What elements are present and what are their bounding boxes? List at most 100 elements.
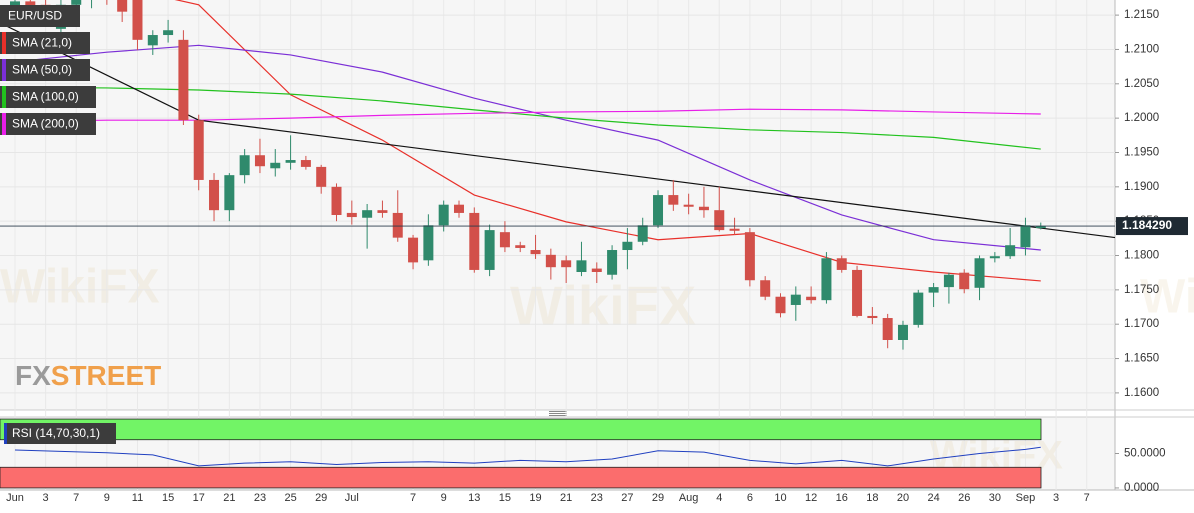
candle-body <box>132 0 143 40</box>
logo-right: STREET <box>51 360 161 391</box>
watermark: WikiFX <box>0 261 160 314</box>
candle-body <box>362 210 373 218</box>
candle-body <box>377 210 388 213</box>
x-tick-label: 3 <box>1053 492 1059 504</box>
x-tick-label: 29 <box>652 492 664 504</box>
candle-body <box>25 1 36 9</box>
candle-body <box>607 250 618 275</box>
candle-body <box>913 292 924 325</box>
x-tick-label: 7 <box>1084 492 1090 504</box>
candle-body <box>668 195 679 205</box>
legend-box <box>4 423 116 444</box>
candle-body <box>683 204 694 207</box>
x-tick-label: 11 <box>132 492 143 504</box>
candle-body <box>300 160 311 167</box>
x-tick-label: Sep <box>1016 492 1036 504</box>
x-tick-label: 27 <box>621 492 633 504</box>
candle-body <box>316 166 327 187</box>
candle-body <box>576 260 587 272</box>
plot <box>0 0 1116 489</box>
x-tick-label: 21 <box>223 492 235 504</box>
y-tick-label: 1.1750 <box>1124 284 1159 296</box>
candle-body <box>270 162 281 169</box>
legend-label: SMA (21,0) <box>12 36 72 50</box>
x-tick-label: Aug <box>679 492 699 504</box>
candle-body <box>806 296 817 301</box>
y-tick-label: 1.1650 <box>1124 353 1159 365</box>
candle-body <box>561 260 572 268</box>
candle-body <box>867 315 878 319</box>
legend-title: EUR/USD <box>8 9 62 23</box>
x-tick-label: 6 <box>747 492 753 504</box>
candle-body <box>1020 225 1031 248</box>
legend-box <box>0 113 96 135</box>
y-tick-label: 1.1900 <box>1124 181 1159 193</box>
x-tick-label: 18 <box>866 492 878 504</box>
candle-body <box>71 0 82 5</box>
x-tick-label: 29 <box>315 492 327 504</box>
y-tick-label: 50.0000 <box>1124 448 1166 460</box>
candle-body <box>974 258 985 288</box>
candle-body <box>744 232 755 281</box>
candle-body <box>193 120 204 180</box>
y-tick-label: 1.1600 <box>1124 387 1159 399</box>
trend-line-extension <box>1040 227 1116 239</box>
legend-swatch <box>2 32 6 54</box>
candle-body <box>484 230 495 270</box>
candle-body <box>346 212 357 218</box>
candle-body <box>1035 225 1046 229</box>
candle-body <box>285 160 296 163</box>
candle-body <box>224 175 235 211</box>
rsi-line <box>14 446 1041 467</box>
candle-body <box>959 272 970 290</box>
main-pane <box>0 0 1115 410</box>
x-tick-label: 3 <box>43 492 49 504</box>
candle-body <box>882 318 893 340</box>
legend-label: SMA (200,0) <box>12 117 79 131</box>
legend-label: SMA (50,0) <box>12 63 72 77</box>
y-tick-label: 1.2000 <box>1124 112 1159 124</box>
last-price-label: 1.184290 <box>1122 218 1172 232</box>
candle-body <box>591 268 602 272</box>
candle-body <box>775 296 786 314</box>
candle-body <box>515 245 526 248</box>
y-tick-label: 1.2150 <box>1124 9 1159 21</box>
candle-body <box>637 225 648 242</box>
candle-body <box>897 324 908 340</box>
candle-body <box>438 204 449 226</box>
rsi-band <box>0 466 1042 489</box>
rsi-band <box>0 418 1042 441</box>
last-price-box <box>1116 217 1188 236</box>
legend-box <box>0 86 96 108</box>
x-tick-label: 24 <box>927 492 939 504</box>
candle-body <box>453 204 464 213</box>
candle-body <box>423 225 434 261</box>
x-tick-label: 12 <box>805 492 817 504</box>
candle-body <box>147 35 158 46</box>
x-tick-label: 15 <box>499 492 511 504</box>
candle-body <box>117 0 128 12</box>
x-tick-label: 15 <box>162 492 174 504</box>
y-tick-label: 1.1800 <box>1124 250 1159 262</box>
candle-body <box>989 256 1000 259</box>
x-tick-label: 23 <box>254 492 266 504</box>
x-tick-label: 9 <box>441 492 447 504</box>
x-tick-label: 26 <box>958 492 970 504</box>
legend-swatch <box>2 59 6 81</box>
x-tick-label: 16 <box>836 492 848 504</box>
candle-body <box>698 206 709 211</box>
x-tick-label: 19 <box>529 492 541 504</box>
candle-body <box>178 39 189 121</box>
candle-body <box>760 280 771 297</box>
legend-box <box>0 5 80 27</box>
divider-handle[interactable] <box>549 411 567 416</box>
x-tick-label: 20 <box>897 492 909 504</box>
legend-swatch <box>4 423 7 444</box>
candle-body <box>729 228 740 231</box>
candle-body <box>714 210 725 231</box>
candle-body <box>392 212 403 238</box>
legend: EUR/USD SMA (21,0) SMA (50,0) SMA (100,0) SM… <box>0 5 116 444</box>
watermark: WikiFX <box>1140 271 1194 324</box>
x-tick-label: 7 <box>73 492 79 504</box>
